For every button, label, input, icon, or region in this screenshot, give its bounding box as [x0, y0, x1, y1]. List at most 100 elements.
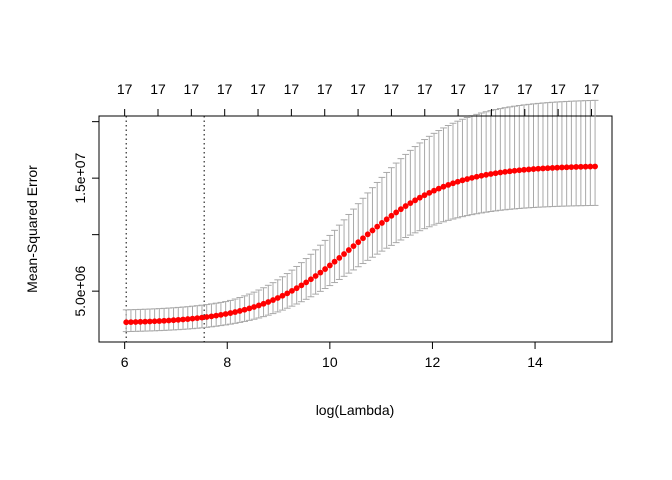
data-point	[554, 164, 561, 171]
data-point	[246, 305, 253, 312]
data-point	[227, 310, 234, 316]
error-bar	[340, 219, 348, 277]
data-point	[388, 212, 395, 219]
data-point	[459, 177, 466, 184]
data-point	[497, 169, 504, 176]
top-axis: 17 17 17 17 17 17 17 17 17 17 17 17 17 17 17	[117, 81, 599, 117]
data-point	[355, 239, 362, 246]
data-point	[331, 258, 338, 265]
error-bar	[449, 122, 457, 220]
data-point	[137, 318, 144, 325]
data-point	[161, 317, 167, 324]
error-bar	[478, 112, 485, 214]
data-point	[544, 165, 551, 172]
data-point	[203, 314, 210, 320]
error-bar	[402, 153, 410, 238]
data-point	[440, 183, 447, 190]
x-tick-label: 10	[322, 354, 338, 370]
data-point	[336, 254, 343, 261]
data-point	[535, 165, 542, 172]
error-bar	[544, 102, 552, 208]
error-bar	[473, 113, 481, 215]
error-bar	[591, 99, 599, 206]
error-bar	[350, 208, 357, 271]
data-point	[435, 185, 442, 192]
data-point	[232, 309, 239, 315]
x-tick-label: 6	[121, 354, 129, 370]
data-point	[383, 216, 390, 223]
data-point	[478, 172, 485, 179]
error-bar	[511, 105, 518, 210]
data-point	[270, 297, 276, 303]
top-tick-label: 17	[384, 81, 400, 97]
data-point	[132, 319, 139, 325]
y-axis-label: Mean-Squared Error	[24, 165, 40, 293]
data-point	[265, 299, 272, 305]
data-point	[577, 163, 584, 170]
error-bar	[335, 224, 343, 280]
data-point	[511, 167, 518, 174]
error-bar	[354, 203, 362, 268]
error-bar	[378, 176, 386, 252]
top-tick-label: 17	[250, 81, 266, 97]
data-point	[350, 243, 357, 250]
data-point	[402, 203, 409, 209]
data-point	[525, 166, 532, 173]
data-point	[194, 315, 201, 322]
data-point	[322, 266, 329, 272]
data-point	[492, 170, 499, 177]
data-point	[142, 318, 149, 325]
error-bar	[501, 107, 509, 211]
data-point	[568, 164, 575, 171]
data-point	[284, 290, 291, 297]
data-point	[189, 315, 196, 322]
data-point	[218, 311, 224, 318]
error-bar	[411, 146, 419, 234]
data-point	[412, 197, 418, 204]
data-point	[175, 316, 182, 323]
data-point	[293, 285, 300, 292]
data-point	[521, 166, 527, 173]
error-bar	[406, 149, 414, 236]
data-point	[431, 187, 437, 194]
data-point	[559, 164, 565, 171]
data-point	[421, 192, 428, 199]
data-point	[208, 313, 215, 320]
data-point	[454, 178, 461, 185]
error-bar	[463, 116, 471, 217]
data-point	[587, 163, 594, 170]
error-bar	[563, 100, 571, 207]
error-bar	[383, 171, 391, 249]
data-point	[563, 164, 570, 171]
data-point	[151, 318, 158, 325]
error-bar	[397, 158, 405, 241]
error-bar	[307, 253, 315, 298]
error-bar	[316, 244, 324, 292]
data-point	[279, 292, 286, 299]
error-bar	[435, 130, 443, 224]
y-axis: 5.0e+06 1.5e+07	[72, 121, 100, 317]
data-point	[369, 227, 376, 234]
data-point	[464, 176, 471, 182]
data-point	[473, 173, 480, 180]
data-point	[364, 231, 371, 238]
error-bar	[468, 115, 476, 216]
data-point	[146, 318, 153, 325]
data-point	[483, 171, 490, 178]
error-bar	[302, 258, 310, 300]
data-point	[123, 319, 130, 326]
data-point	[426, 189, 433, 196]
top-tick-label: 17	[117, 81, 133, 97]
top-tick-label: 17	[317, 81, 333, 97]
data-point	[379, 220, 385, 226]
error-bar	[496, 108, 504, 211]
error-bar	[520, 104, 528, 209]
data-point	[530, 166, 537, 172]
selected-lambda-lines	[125, 116, 205, 342]
data-point	[317, 269, 324, 276]
error-bar	[487, 110, 495, 213]
x-axis-label: log(Lambda)	[316, 402, 395, 418]
error-bar	[444, 125, 452, 221]
error-bar	[425, 135, 433, 228]
